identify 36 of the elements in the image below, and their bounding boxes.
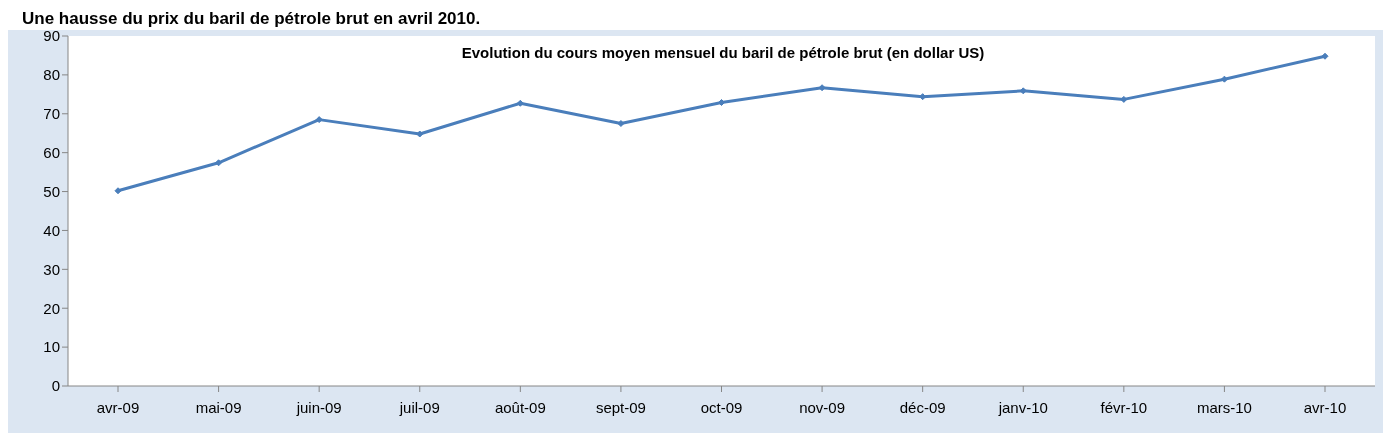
x-tick-label: janv-10	[997, 398, 1048, 416]
y-tick-label: 80	[43, 66, 60, 84]
y-tick-label: 10	[43, 338, 60, 356]
x-tick-label: déc-09	[899, 398, 946, 416]
point	[1321, 52, 1329, 60]
point	[416, 130, 424, 138]
point	[617, 120, 625, 127]
x-tick-label: nov-09	[799, 398, 846, 416]
y-tick-label: 0	[51, 377, 60, 395]
point	[1220, 75, 1228, 83]
x-tick-label: avr-09	[96, 398, 140, 416]
text: Evolution du cours moyen mensuel du baril de pétrole brut (en dollar US)	[460, 44, 986, 61]
x-tick-label: avr-10	[1303, 398, 1347, 416]
point	[215, 159, 223, 167]
point	[818, 84, 826, 92]
point	[516, 99, 524, 107]
y-tick-label: 40	[43, 221, 60, 239]
point	[114, 187, 122, 195]
y-tick-label: 30	[43, 260, 60, 278]
point	[315, 116, 323, 124]
x-tick-label: févr-10	[1100, 398, 1148, 416]
y-tick-label: 70	[43, 105, 60, 123]
y-tick-label: 50	[43, 182, 60, 200]
x-tick-label: mars-10	[1196, 398, 1252, 416]
x-tick-label: sept-09	[595, 398, 646, 416]
y-tick-label: 60	[43, 143, 60, 161]
y-tick-label: 90	[43, 27, 60, 45]
x-tick-label: oct-09	[700, 398, 743, 416]
x-tick-label: août-09	[494, 398, 546, 416]
chart-title: Une hausse du prix du baril de pétrole brut en avril 2010.	[8, 8, 1383, 30]
x-tick-label: mai-09	[195, 398, 242, 416]
point	[1120, 95, 1128, 103]
x-tick-label: juin-09	[295, 398, 342, 416]
x-tick-label: juil-09	[398, 398, 440, 416]
point	[718, 99, 725, 106]
y-tick-label: 20	[43, 299, 60, 317]
